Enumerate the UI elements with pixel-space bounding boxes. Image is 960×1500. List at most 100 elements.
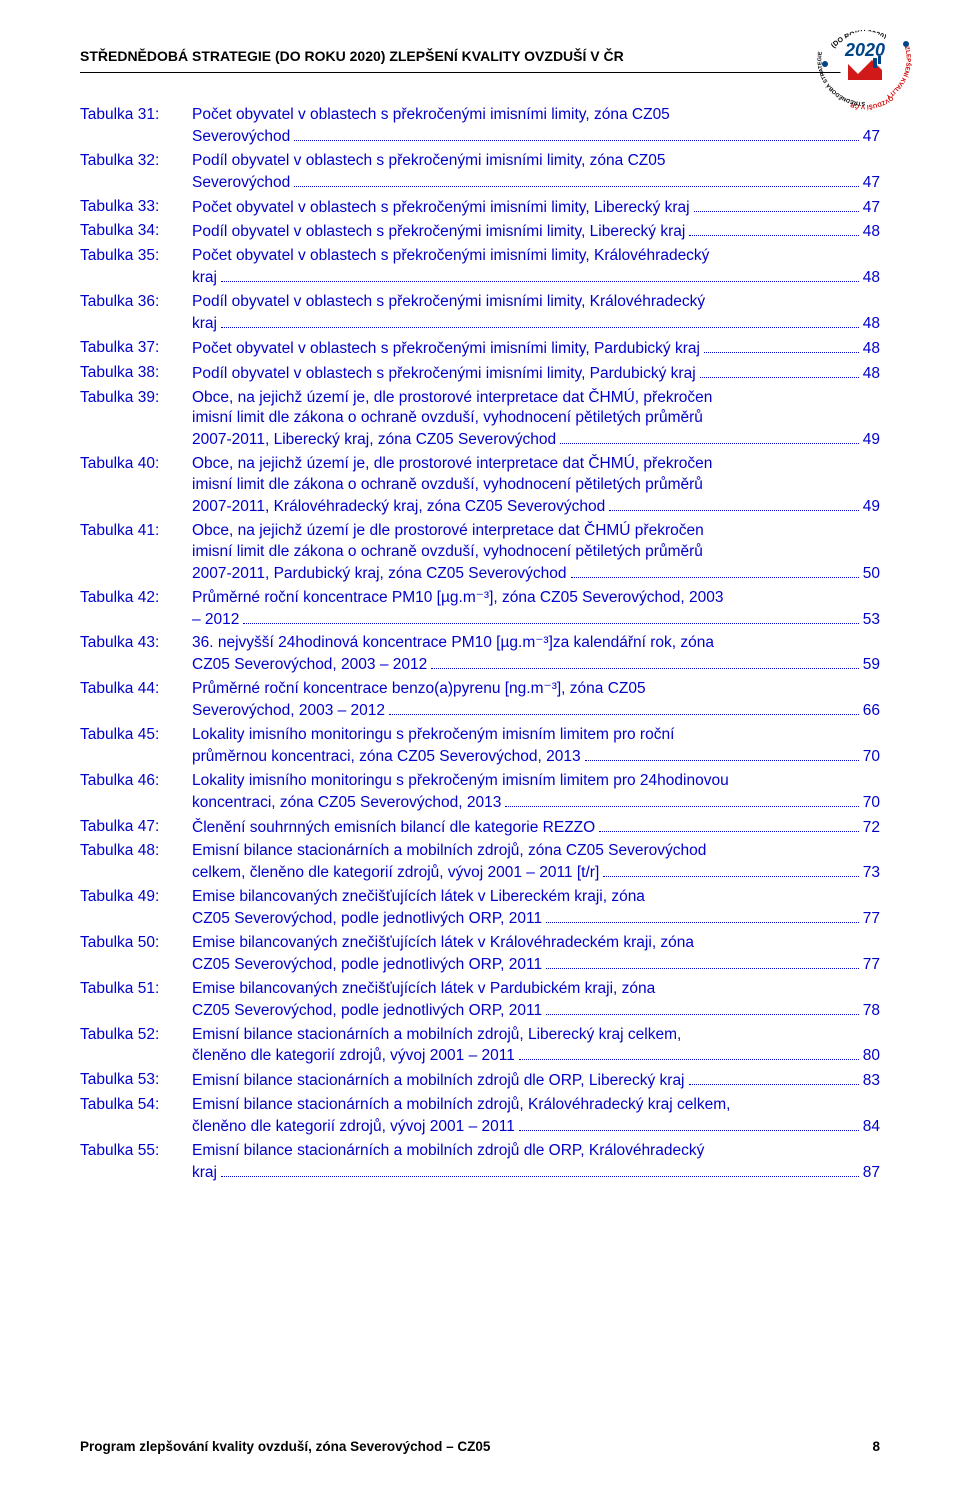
toc-entry-page: 50 <box>863 564 880 585</box>
toc-entry-label: Tabulka 36: <box>80 292 192 313</box>
toc-entry[interactable]: Tabulka 50:Emise bilancovaných znečišťuj… <box>80 933 880 976</box>
toc-leader-dots <box>585 746 859 761</box>
toc-entry[interactable]: Tabulka 41:Obce, na jejichž území je dle… <box>80 521 880 585</box>
toc-entry-page: 53 <box>863 610 880 631</box>
toc-entry-label: Tabulka 40: <box>80 454 192 475</box>
toc-entry-text: Emisní bilance stacionárních a mobilních… <box>192 841 706 862</box>
toc-entry-description: Počet obyvatel v oblastech s překročeným… <box>192 338 880 360</box>
toc-entry-page: 47 <box>863 127 880 148</box>
toc-entry[interactable]: Tabulka 55:Emisní bilance stacionárních … <box>80 1141 880 1184</box>
toc-entry-text: celkem, členěno dle kategorií zdrojů, vý… <box>192 863 599 884</box>
toc-entry-text: Obce, na jejichž území je, dle prostorov… <box>192 388 712 409</box>
toc-entry-text: Průměrné roční koncentrace PM10 [µg.m⁻³]… <box>192 588 723 609</box>
toc-entry[interactable]: Tabulka 49:Emise bilancovaných znečišťuj… <box>80 887 880 930</box>
toc-leader-dots <box>546 954 859 969</box>
toc-entry[interactable]: Tabulka 36:Podíl obyvatel v oblastech s … <box>80 292 880 335</box>
header-title: STŘEDNĚDOBÁ STRATEGIE (DO ROKU 2020) ZLE… <box>80 48 624 64</box>
toc-entry-description: Emise bilancovaných znečišťujících látek… <box>192 933 880 976</box>
toc-entry-description: Emisní bilance stacionárních a mobilních… <box>192 841 880 884</box>
toc-leader-dots <box>389 700 859 715</box>
toc-entry-text: Podíl obyvatel v oblastech s překročeným… <box>192 222 685 243</box>
toc-entry[interactable]: Tabulka 38:Podíl obyvatel v oblastech s … <box>80 363 880 385</box>
toc-entry-label: Tabulka 31: <box>80 105 192 126</box>
toc-leader-dots <box>546 908 859 923</box>
toc-entry-description: Počet obyvatel v oblastech s překročeným… <box>192 105 880 148</box>
toc-entry-page: 49 <box>863 497 880 518</box>
toc-entry[interactable]: Tabulka 48:Emisní bilance stacionárních … <box>80 841 880 884</box>
toc-entry-text: 2007-2011, Pardubický kraj, zóna CZ05 Se… <box>192 564 567 585</box>
toc-entry-description: Podíl obyvatel v oblastech s překročeným… <box>192 151 880 194</box>
toc-entry-description: Emise bilancovaných znečišťujících látek… <box>192 887 880 930</box>
document-page: (DO ROKU 2020) ZLEPŠENÍ KVALITY OVZDUŠÍ … <box>0 0 960 1500</box>
toc-entry[interactable]: Tabulka 53:Emisní bilance stacionárních … <box>80 1070 880 1092</box>
toc-entry-page: 48 <box>863 268 880 289</box>
toc-leader-dots <box>599 817 859 832</box>
toc-entry-text: Emisní bilance stacionárních a mobilních… <box>192 1141 704 1162</box>
toc-entry-page: 77 <box>863 909 880 930</box>
toc-entry-text: koncentraci, zóna CZ05 Severovýchod, 201… <box>192 793 501 814</box>
toc-entry-label: Tabulka 43: <box>80 633 192 654</box>
toc-entry-text: CZ05 Severovýchod, podle jednotlivých OR… <box>192 909 542 930</box>
toc-entry-label: Tabulka 50: <box>80 933 192 954</box>
toc-entry-page: 48 <box>863 364 880 385</box>
toc-entry-text: – 2012 <box>192 610 239 631</box>
toc-entry-text: Emisní bilance stacionárních a mobilních… <box>192 1095 730 1116</box>
toc-entry-text: Emisní bilance stacionárních a mobilních… <box>192 1025 681 1046</box>
page-header: STŘEDNĚDOBÁ STRATEGIE (DO ROKU 2020) ZLE… <box>80 48 880 73</box>
toc-leader-dots <box>571 563 859 578</box>
toc-entry-page: 87 <box>863 1163 880 1184</box>
toc-entry-text: Emisní bilance stacionárních a mobilních… <box>192 1071 685 1092</box>
toc-entry[interactable]: Tabulka 44:Průměrné roční koncentrace be… <box>80 679 880 722</box>
footer-page-number: 8 <box>872 1439 880 1454</box>
toc-entry-page: 84 <box>863 1117 880 1138</box>
toc-entry[interactable]: Tabulka 40:Obce, na jejichž území je, dl… <box>80 454 880 518</box>
toc-entry[interactable]: Tabulka 43:36. nejvyšší 24hodinová konce… <box>80 633 880 676</box>
toc-leader-dots <box>519 1116 859 1131</box>
toc-entry-text: Počet obyvatel v oblastech s překročeným… <box>192 198 690 219</box>
toc-entry-text: Obce, na jejichž území je dle prostorové… <box>192 521 704 542</box>
toc-entry[interactable]: Tabulka 47:Členění souhrnných emisních b… <box>80 817 880 839</box>
toc-leader-dots <box>243 609 858 624</box>
toc-entry-description: Lokality imisního monitoringu s překroče… <box>192 725 880 768</box>
toc-entry-description: Podíl obyvatel v oblastech s překročeným… <box>192 363 880 385</box>
toc-entry-text: Obce, na jejichž území je, dle prostorov… <box>192 454 712 475</box>
toc-leader-dots <box>689 221 858 236</box>
toc-entry-text: průměrnou koncentraci, zóna CZ05 Severov… <box>192 747 581 768</box>
toc-entry-label: Tabulka 41: <box>80 521 192 542</box>
toc-entry[interactable]: Tabulka 39:Obce, na jejichž území je, dl… <box>80 388 880 452</box>
toc-entry-text: kraj <box>192 314 217 335</box>
toc-entry[interactable]: Tabulka 34:Podíl obyvatel v oblastech s … <box>80 221 880 243</box>
toc-leader-dots <box>294 172 859 187</box>
toc-leader-dots <box>603 862 859 877</box>
toc-entry-page: 83 <box>863 1071 880 1092</box>
toc-leader-dots <box>221 267 859 282</box>
toc-entry[interactable]: Tabulka 54:Emisní bilance stacionárních … <box>80 1095 880 1138</box>
toc-entry-page: 47 <box>863 173 880 194</box>
toc-entry-description: Lokality imisního monitoringu s překroče… <box>192 771 880 814</box>
toc-entry-text: Průměrné roční koncentrace benzo(a)pyren… <box>192 679 646 700</box>
toc-entry[interactable]: Tabulka 35:Počet obyvatel v oblastech s … <box>80 246 880 289</box>
toc-entry[interactable]: Tabulka 31:Počet obyvatel v oblastech s … <box>80 105 880 148</box>
toc-entry[interactable]: Tabulka 33:Počet obyvatel v oblastech s … <box>80 197 880 219</box>
toc-entry-text: CZ05 Severovýchod, podle jednotlivých OR… <box>192 1001 542 1022</box>
toc-entry-text: Lokality imisního monitoringu s překroče… <box>192 771 729 792</box>
footer-left-text: Program zlepšování kvality ovzduší, zóna… <box>80 1439 490 1454</box>
toc-entry[interactable]: Tabulka 32:Podíl obyvatel v oblastech s … <box>80 151 880 194</box>
toc-entry[interactable]: Tabulka 51:Emise bilancovaných znečišťuj… <box>80 979 880 1022</box>
toc-entry[interactable]: Tabulka 46:Lokality imisního monitoringu… <box>80 771 880 814</box>
toc-entry-description: Obce, na jejichž území je, dle prostorov… <box>192 388 880 452</box>
table-of-contents: Tabulka 31:Počet obyvatel v oblastech s … <box>80 105 880 1184</box>
toc-entry-text: kraj <box>192 268 217 289</box>
toc-entry-text: Emise bilancovaných znečišťujících látek… <box>192 933 694 954</box>
toc-entry[interactable]: Tabulka 37:Počet obyvatel v oblastech s … <box>80 338 880 360</box>
toc-entry-label: Tabulka 51: <box>80 979 192 1000</box>
toc-entry-text: imisní limit dle zákona o ochraně ovzduš… <box>192 475 703 496</box>
toc-entry-page: 66 <box>863 701 880 722</box>
toc-entry-text: Počet obyvatel v oblastech s překročeným… <box>192 105 670 126</box>
toc-entry-description: Podíl obyvatel v oblastech s překročeným… <box>192 292 880 335</box>
toc-entry-text: Emise bilancovaných znečišťujících látek… <box>192 979 655 1000</box>
toc-entry[interactable]: Tabulka 45:Lokality imisního monitoringu… <box>80 725 880 768</box>
toc-entry-description: Průměrné roční koncentrace benzo(a)pyren… <box>192 679 880 722</box>
toc-entry[interactable]: Tabulka 42:Průměrné roční koncentrace PM… <box>80 588 880 631</box>
toc-entry[interactable]: Tabulka 52:Emisní bilance stacionárních … <box>80 1025 880 1068</box>
